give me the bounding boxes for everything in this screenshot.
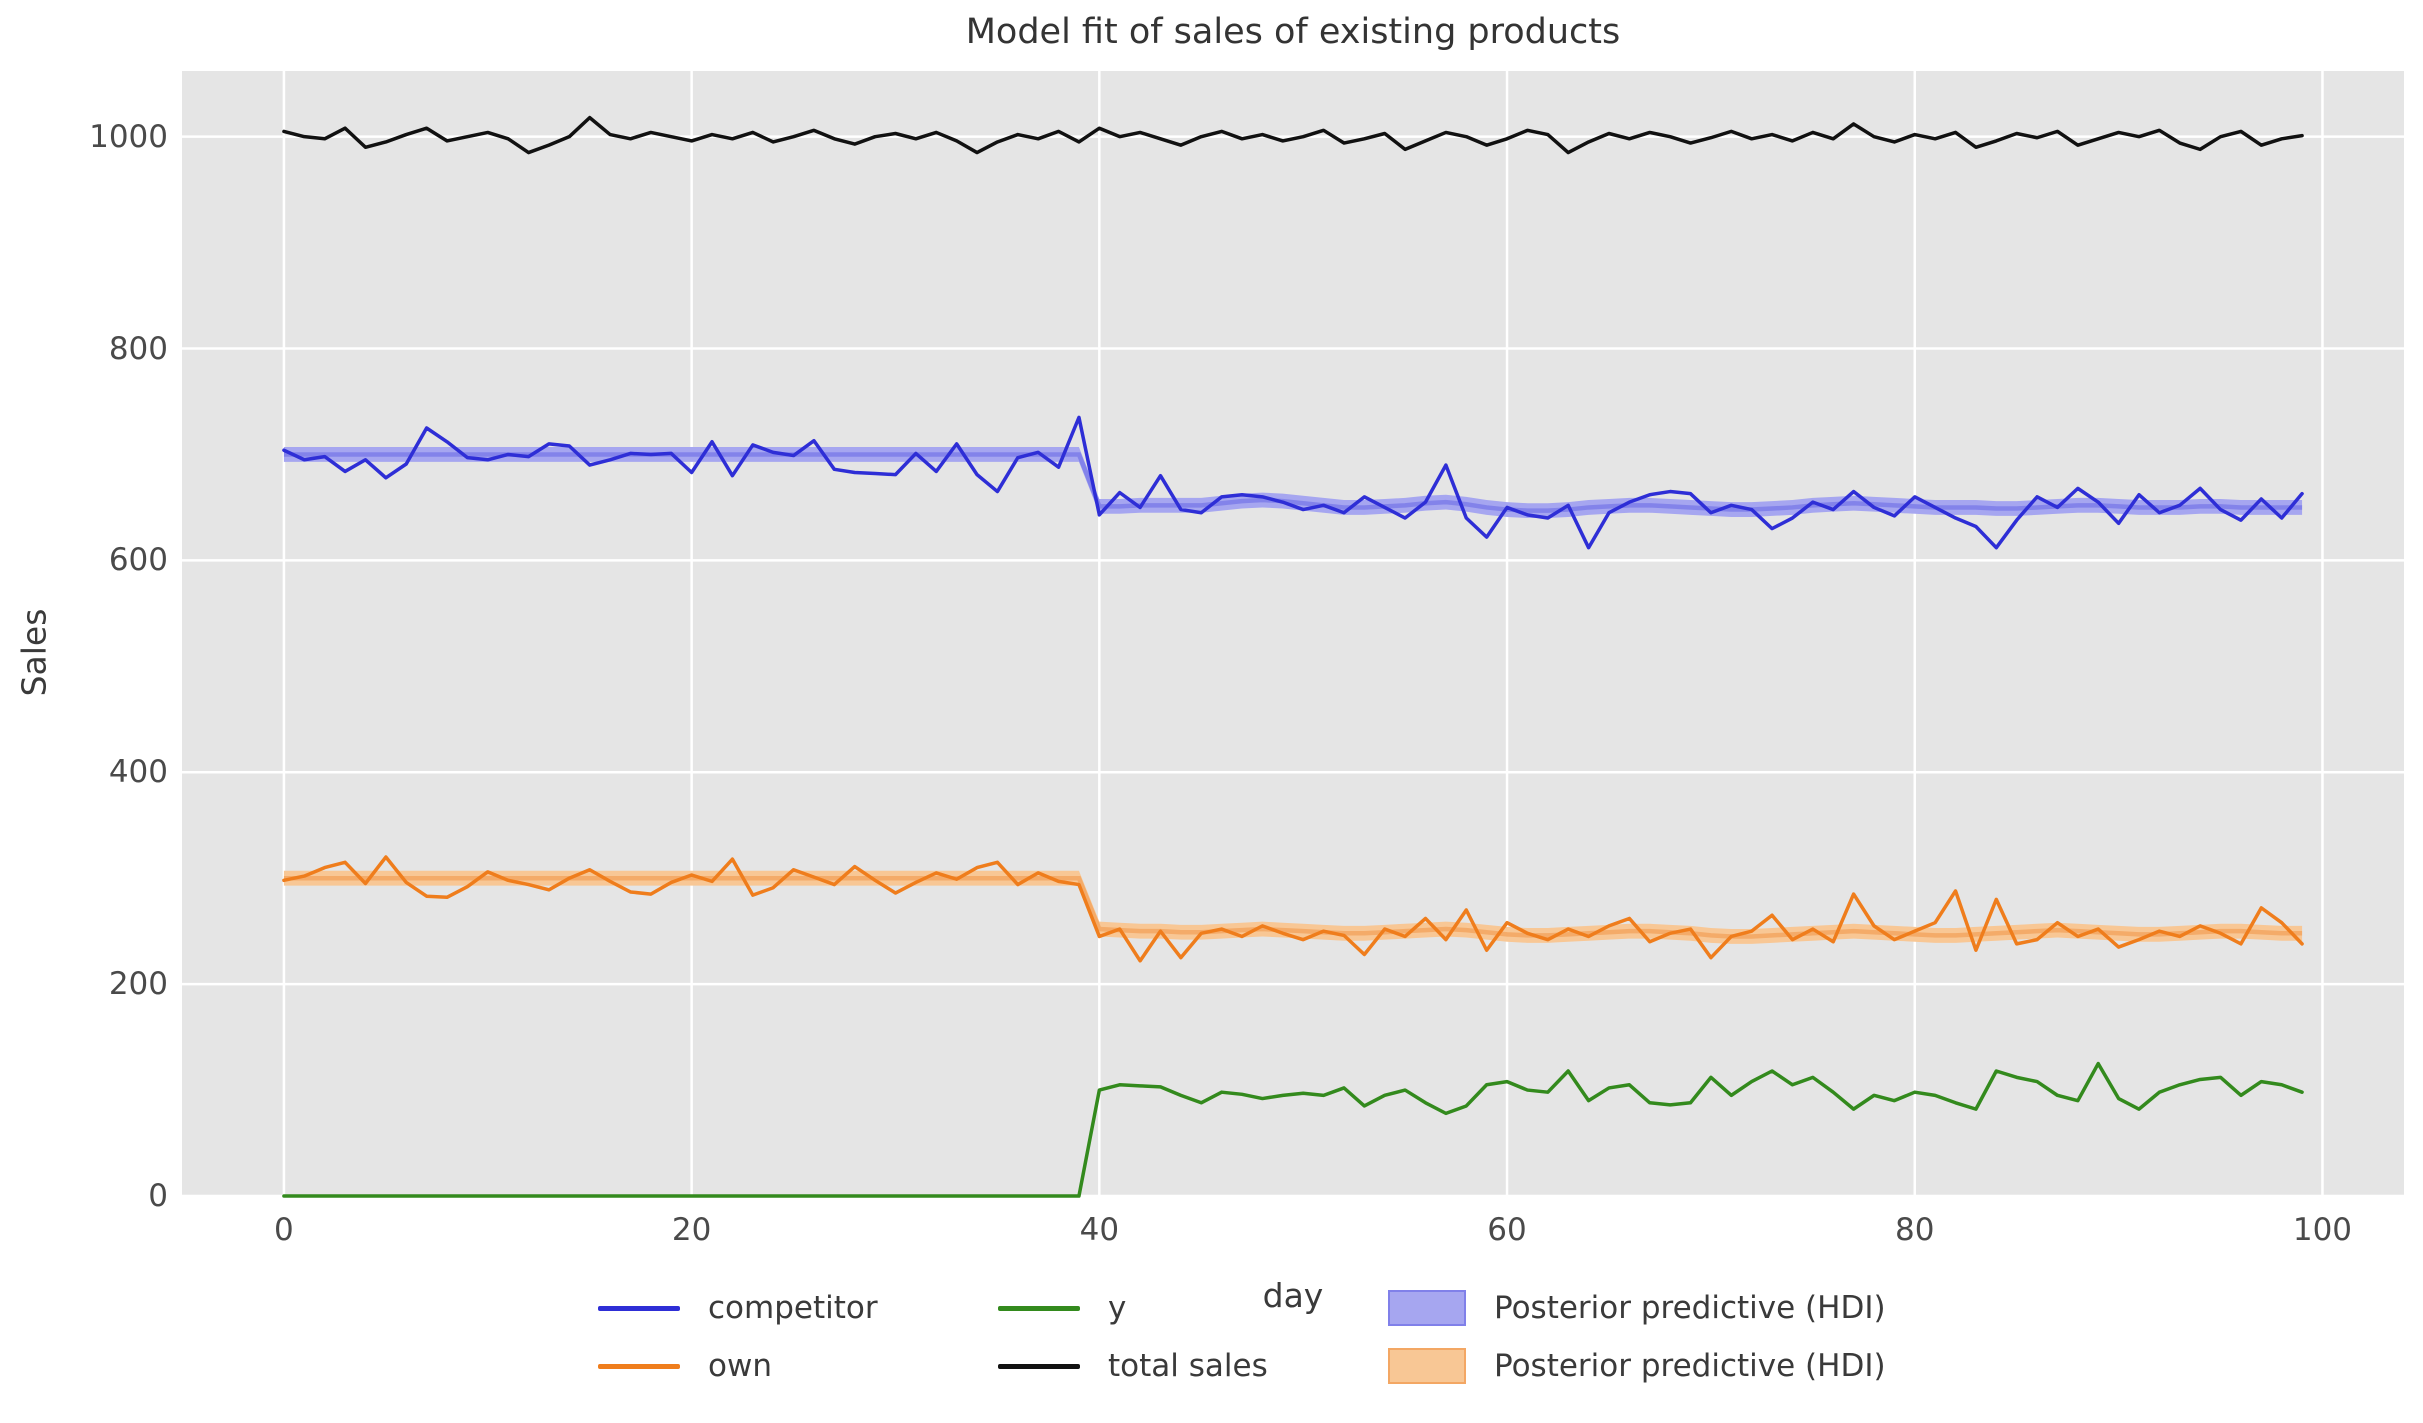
plot-area xyxy=(182,71,2404,1198)
series-line-competitor xyxy=(282,415,2304,550)
chart-title: Model fit of sales of existing products xyxy=(965,12,1621,52)
legend-label: y xyxy=(1108,1290,1127,1326)
legend-label: Posterior predictive (HDI) xyxy=(1494,1348,1886,1384)
y-tick-label: 600 xyxy=(108,542,168,579)
legend-label: competitor xyxy=(708,1290,878,1326)
y-tick-label: 200 xyxy=(108,966,168,1003)
y-tick-label: 800 xyxy=(108,330,168,367)
legend-item: Posterior predictive (HDI) xyxy=(1388,1283,1886,1333)
legend-line-swatch xyxy=(598,1363,680,1369)
legend-item: Posterior predictive (HDI) xyxy=(1388,1341,1886,1391)
plot-background xyxy=(182,71,2404,1196)
chart-canvas xyxy=(182,71,2404,1198)
x-tick-label: 60 xyxy=(1487,1212,1527,1248)
series-line-y xyxy=(282,1061,2304,1198)
legend-item: competitor xyxy=(598,1283,998,1333)
x-tick-label: 0 xyxy=(274,1212,294,1248)
legend-item: y xyxy=(998,1283,1388,1333)
legend-patch-swatch xyxy=(1388,1290,1466,1326)
x-tick-label: 100 xyxy=(2292,1212,2353,1248)
y-tick-label: 1000 xyxy=(89,118,168,155)
hdi-mean-line xyxy=(283,452,2303,513)
legend: competitor y Posterior predictive (HDI) own… xyxy=(598,1283,1886,1391)
legend-line-swatch xyxy=(998,1305,1080,1311)
legend-label: Posterior predictive (HDI) xyxy=(1494,1290,1886,1326)
x-tick-label: 20 xyxy=(671,1212,712,1248)
x-tick-label: 40 xyxy=(1079,1212,1120,1248)
legend-label: total sales xyxy=(1108,1348,1268,1384)
legend-item: total sales xyxy=(998,1341,1388,1391)
y-axis-label: Sales xyxy=(14,608,54,697)
legend-line-swatch xyxy=(598,1305,680,1311)
series-line-own xyxy=(282,855,2304,963)
x-axis-label: day xyxy=(1262,1276,1324,1315)
legend-patch-swatch xyxy=(1388,1348,1466,1384)
y-tick-label: 400 xyxy=(108,754,168,791)
y-tick-label: 0 xyxy=(148,1178,168,1214)
hdi-mean-line xyxy=(283,875,2303,939)
legend-line-swatch xyxy=(998,1363,1080,1369)
legend-label: own xyxy=(708,1348,772,1384)
series-line-total-sales xyxy=(282,115,2304,155)
x-tick-label: 80 xyxy=(1895,1212,1935,1248)
legend-item: own xyxy=(598,1341,998,1391)
hdi-band xyxy=(283,447,2303,519)
